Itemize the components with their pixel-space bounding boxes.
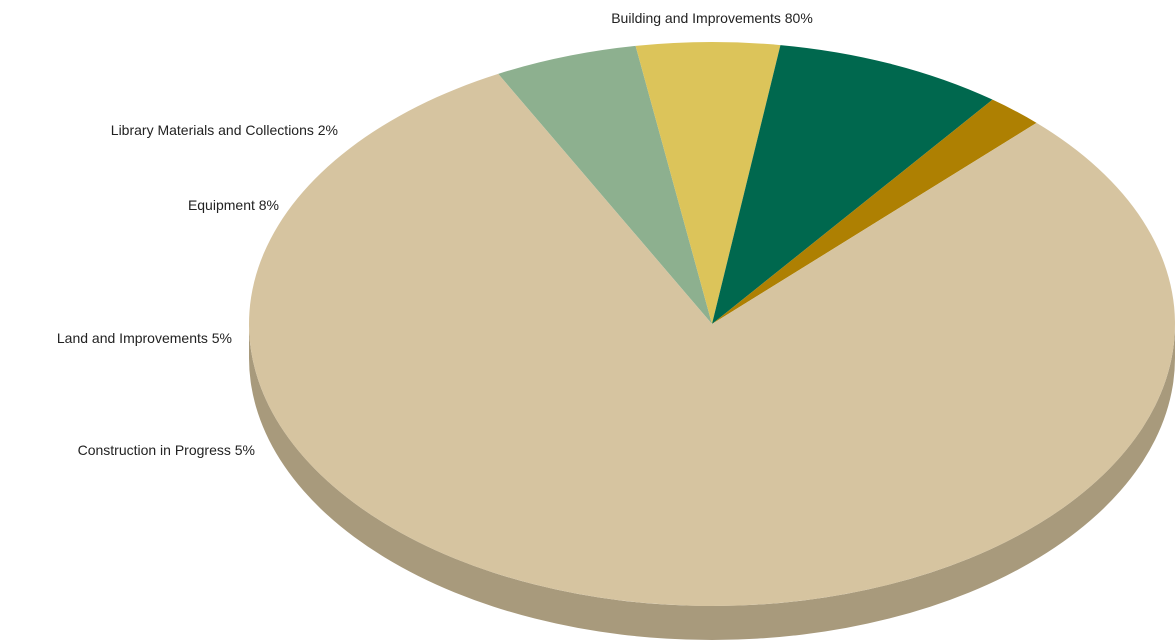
slice-label-construction: Construction in Progress 5%: [78, 442, 255, 458]
pie-slice-land: [635, 42, 781, 324]
pie-slice-equipment: [712, 45, 993, 324]
slice-label-land: Land and Improvements 5%: [57, 330, 232, 346]
pie-top: [249, 42, 1175, 606]
slice-label-building: Building and Improvements 80%: [611, 10, 813, 26]
pie-slice-library: [712, 99, 1037, 324]
pie-slice-construction: [498, 45, 712, 324]
pie-slice-building: [249, 73, 1175, 606]
slice-label-equipment: Equipment 8%: [188, 197, 279, 213]
slice-label-library: Library Materials and Collections 2%: [111, 122, 338, 138]
pie-labels: Building and Improvements 80% Constructi…: [57, 10, 813, 458]
